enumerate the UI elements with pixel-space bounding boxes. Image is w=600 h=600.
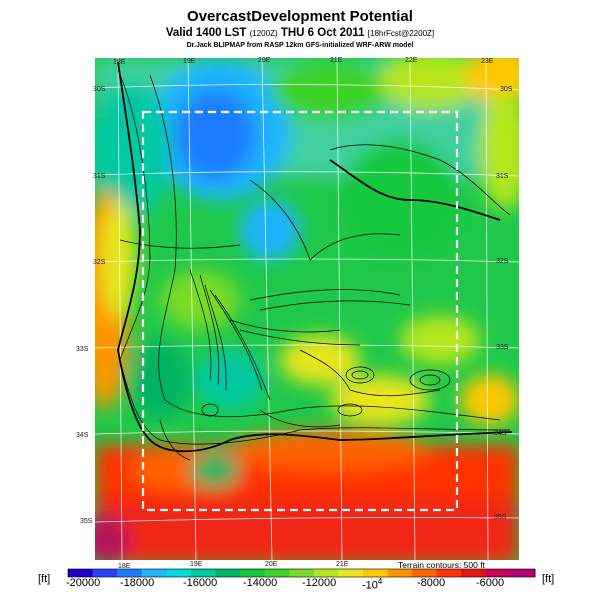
coastline — [117, 61, 513, 453]
colorbar-label: -18000 — [120, 577, 155, 589]
forecast-date: THU 6 Oct 2011 — [280, 27, 365, 39]
colorbar-label: -12000 — [302, 577, 337, 589]
lon-label: 21E — [330, 57, 343, 64]
colorbar-swatch — [240, 569, 266, 577]
colorbar-swatch — [362, 569, 389, 577]
field-shading — [95, 58, 519, 560]
colorbar-swatch — [215, 569, 241, 577]
colorbar-swatch — [92, 569, 118, 577]
colorbar-swatch — [141, 569, 167, 577]
colorbar-label: -104 — [362, 577, 382, 592]
terrain-contours — [117, 69, 511, 461]
lon-label: 20E — [265, 561, 278, 568]
lon-label: 23E — [481, 58, 494, 65]
domain-boundary — [141, 110, 459, 512]
colorbar-swatch — [68, 569, 94, 577]
colorbar-swatch — [166, 569, 192, 577]
colorbar-unit-left: [ft] — [38, 573, 51, 585]
colorbar-unit-right: [ft] — [542, 573, 555, 585]
lat-label: 33S — [76, 346, 89, 353]
colorbar-outline — [67, 568, 536, 578]
colorbar-swatch — [289, 569, 315, 577]
lon-label: 19E — [183, 58, 196, 65]
colorbar-swatch — [190, 569, 216, 577]
colorbar-label-exponent: 4 — [377, 577, 383, 586]
colorbar-swatch — [510, 569, 536, 577]
lon-label: 21E — [336, 561, 349, 568]
lat-label: 32S — [496, 258, 509, 265]
model-credit: Dr.Jack BLIPMAP from RASP 12km GFS-initi… — [186, 42, 414, 49]
colorbar-swatch — [387, 569, 413, 577]
lon-label: 22E — [405, 57, 418, 64]
colorbar-swatch — [313, 569, 339, 577]
lat-labels-right: 30S 31S 32S 33S 34S 35S — [494, 86, 513, 521]
lat-label: 31S — [93, 173, 106, 180]
valid-time-subtitle: Valid 1400 LST (1200Z) THU 6 Oct 2011 [1… — [0, 27, 600, 39]
lat-label: 34S — [494, 430, 507, 437]
colorbar-label: -20000 — [66, 577, 101, 589]
lat-label: 35S — [80, 518, 93, 525]
lat-label: 30S — [93, 86, 106, 93]
colorbar-swatch — [412, 569, 438, 577]
colorbar-label-mantissa: -10 — [362, 579, 378, 592]
terrain-contour-note: Terrain contours: 500 ft — [398, 560, 485, 570]
lon-label: 18E — [113, 59, 126, 66]
lat-label: 33S — [496, 344, 509, 351]
lat-labels-left: 30S 31S 32S 33S 34S 35S — [76, 86, 106, 525]
colorbar-swatch — [338, 569, 364, 577]
colorbar-swatch — [117, 569, 143, 577]
lon-labels-bottom: 18E 19E 20E 21E — [118, 561, 349, 570]
colorbar-swatch — [264, 569, 290, 577]
lon-label: 18E — [118, 563, 131, 570]
colorbar-swatch — [461, 569, 487, 577]
colorbar-label: -16000 — [183, 577, 218, 589]
forecast-offset: [18hrFcst@2200Z] — [367, 29, 435, 38]
colorbar — [67, 568, 536, 578]
colorbar-label: -8000 — [417, 577, 446, 589]
colorbar-label: -14000 — [243, 577, 278, 589]
colorbar-swatch — [436, 569, 462, 577]
lat-label: 34S — [76, 432, 89, 439]
lon-label: 19E — [190, 561, 203, 568]
colorbar-label: -6000 — [476, 577, 505, 589]
valid-time: Valid 1400 LST — [165, 27, 247, 39]
colorbar-swatch — [485, 569, 511, 577]
lat-label: 31S — [496, 173, 509, 180]
lat-label: 35S — [494, 514, 507, 521]
chart-title: OvercastDevelopment Potential — [187, 8, 413, 25]
lon-label: 20E — [258, 57, 271, 64]
lon-labels-top: 18E 19E 20E 21E 22E 23E — [113, 57, 494, 66]
utc-time: (1200Z) — [249, 29, 278, 38]
lat-label: 30S — [500, 86, 513, 93]
lat-label: 32S — [93, 259, 106, 266]
